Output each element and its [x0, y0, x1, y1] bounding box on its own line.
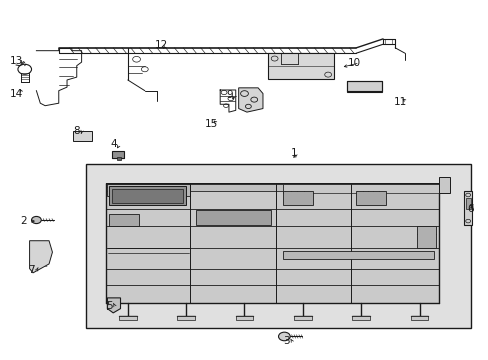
Text: 6: 6: [466, 203, 473, 213]
Bar: [356, 191, 385, 205]
Polygon shape: [190, 184, 283, 191]
Text: 14: 14: [10, 89, 23, 99]
Bar: [410, 316, 427, 320]
Text: 15: 15: [204, 118, 218, 129]
Polygon shape: [283, 184, 438, 193]
Bar: [416, 226, 435, 248]
Bar: [196, 210, 271, 225]
Bar: [73, 131, 92, 141]
Bar: [119, 316, 136, 320]
Circle shape: [31, 216, 41, 224]
Bar: [109, 186, 186, 205]
Polygon shape: [30, 241, 52, 273]
Text: 8: 8: [73, 126, 80, 136]
Bar: [346, 81, 381, 91]
Text: 5: 5: [106, 301, 112, 311]
Bar: [283, 191, 312, 205]
Text: 12: 12: [154, 40, 167, 50]
Polygon shape: [106, 184, 438, 303]
Text: 1: 1: [290, 148, 297, 158]
Bar: [293, 316, 311, 320]
Polygon shape: [238, 88, 263, 112]
Bar: [112, 151, 124, 158]
Text: 11: 11: [393, 97, 407, 107]
Bar: [438, 177, 449, 193]
Polygon shape: [106, 184, 438, 198]
Text: 4: 4: [111, 139, 117, 149]
Bar: [112, 189, 183, 203]
Text: 10: 10: [347, 58, 360, 68]
Bar: [352, 316, 369, 320]
Text: 7: 7: [28, 265, 35, 275]
Bar: [86, 164, 469, 328]
Bar: [346, 81, 381, 93]
Bar: [109, 214, 138, 226]
Bar: [283, 251, 433, 258]
Text: 13: 13: [10, 57, 23, 66]
Text: 3: 3: [283, 337, 289, 346]
Bar: [117, 157, 121, 160]
Polygon shape: [267, 53, 334, 79]
Bar: [465, 198, 469, 208]
Text: 9: 9: [225, 90, 232, 100]
Text: 2: 2: [20, 216, 26, 226]
Polygon shape: [107, 298, 120, 313]
Bar: [177, 316, 195, 320]
Polygon shape: [107, 184, 190, 196]
Bar: [235, 316, 253, 320]
Polygon shape: [463, 192, 471, 225]
Circle shape: [278, 332, 289, 341]
